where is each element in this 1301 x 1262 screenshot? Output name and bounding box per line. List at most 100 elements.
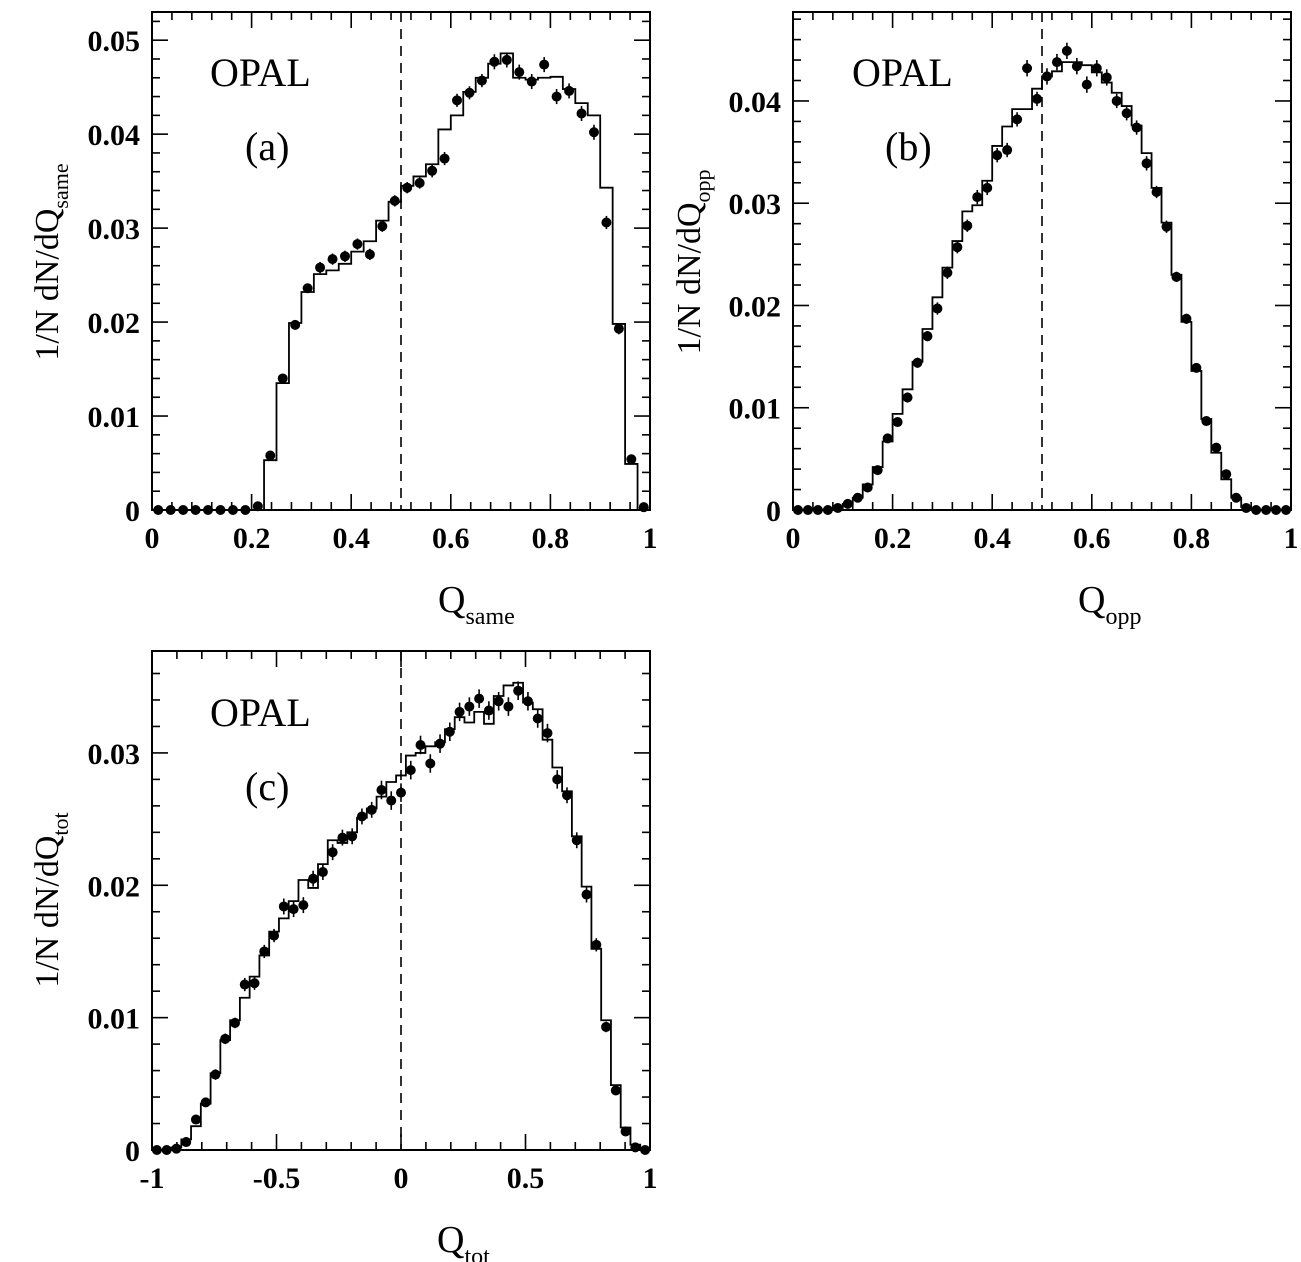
x-axis-label: Qtot <box>437 1219 490 1262</box>
data-point <box>892 417 903 428</box>
data-point <box>317 867 328 878</box>
data-point <box>588 127 599 138</box>
data-point <box>601 1021 612 1032</box>
data-point <box>562 790 572 801</box>
data-point <box>347 831 358 842</box>
data-point <box>230 1017 240 1028</box>
y-axis-label: 1/N dN/dQsame <box>29 163 73 360</box>
data-point <box>1201 416 1212 427</box>
data-point <box>1002 145 1013 156</box>
data-point <box>514 67 525 78</box>
x-tick-label: 0.6 <box>1073 522 1111 555</box>
data-point <box>1141 158 1152 169</box>
data-point <box>240 505 251 515</box>
data-point <box>452 95 463 106</box>
panel-label: (b) <box>885 124 932 169</box>
y-tick-label: 0 <box>766 495 781 528</box>
data-point <box>532 713 543 724</box>
y-axis-label-sub: opp <box>690 169 715 202</box>
data-point <box>215 505 226 515</box>
x-axis-label-main: Q <box>438 579 465 621</box>
panel-label: (a) <box>245 124 289 169</box>
data-point <box>522 696 533 707</box>
data-point <box>464 87 475 98</box>
data-point <box>377 221 388 232</box>
data-point <box>1211 442 1222 453</box>
data-point <box>190 1114 201 1125</box>
y-tick-label: 0.03 <box>88 213 141 246</box>
data-point <box>1281 505 1292 515</box>
y-tick-label: 0.01 <box>88 1003 141 1036</box>
data-point <box>942 267 953 278</box>
data-point <box>435 738 446 749</box>
data-point <box>220 1033 231 1044</box>
data-point <box>1191 362 1202 373</box>
data-point <box>1022 63 1033 74</box>
data-point <box>265 450 276 461</box>
data-point <box>576 108 587 119</box>
data-point <box>552 774 563 785</box>
x-tick-label: 0.4 <box>332 522 370 555</box>
y-axis-label: 1/N dN/dQopp <box>671 169 715 354</box>
data-point <box>427 165 438 176</box>
data-point <box>1051 57 1062 68</box>
data-point <box>1151 186 1162 197</box>
data-point <box>613 323 624 334</box>
x-tick-label: 0.8 <box>1173 522 1211 555</box>
data-point <box>972 192 983 203</box>
data-point <box>842 498 853 509</box>
data-point <box>239 979 250 990</box>
data-point <box>337 832 348 843</box>
data-point <box>1091 63 1102 74</box>
data-point <box>1032 93 1043 104</box>
data-point <box>852 492 863 503</box>
data-point <box>203 505 214 515</box>
y-axis-label-main: 1/N dN/dQ <box>29 836 66 988</box>
data-point <box>812 505 823 515</box>
data-point <box>952 242 963 253</box>
data-point <box>862 482 873 493</box>
data-point <box>1241 502 1252 513</box>
data-point <box>190 505 201 515</box>
data-point <box>882 433 893 444</box>
data-point <box>165 505 176 515</box>
data-point <box>822 505 833 515</box>
data-point <box>551 91 562 102</box>
y-axis-label-main: 1/N dN/dQ <box>671 202 708 354</box>
data-point <box>542 728 553 739</box>
data-point <box>489 56 500 67</box>
data-point <box>564 85 575 96</box>
y-axis-label: 1/N dN/dQtot <box>29 812 73 987</box>
y-tick-label: 0.01 <box>88 401 141 434</box>
data-point <box>210 1069 221 1080</box>
data-point <box>389 195 400 206</box>
y-tick-label: 0.03 <box>729 188 782 221</box>
data-point <box>352 239 363 250</box>
data-point <box>376 784 387 795</box>
data-point <box>364 249 375 260</box>
experiment-label: OPAL <box>852 50 953 95</box>
data-point <box>640 1145 651 1155</box>
data-point <box>992 150 1003 161</box>
data-point <box>476 75 487 86</box>
data-point <box>1041 71 1052 82</box>
data-point <box>1171 271 1182 282</box>
y-tick-label: 0.01 <box>729 393 782 426</box>
data-point <box>501 54 512 65</box>
data-point <box>982 182 993 193</box>
x-axis-label-sub: same <box>465 604 514 630</box>
data-point <box>932 303 943 314</box>
data-point <box>366 804 377 815</box>
data-point <box>474 693 485 704</box>
x-tick-label: 0 <box>394 1162 409 1195</box>
data-point <box>832 502 843 513</box>
data-point <box>601 217 612 228</box>
x-axis-label-sub: opp <box>1105 604 1141 630</box>
experiment-label: OPAL <box>210 690 311 735</box>
data-point <box>1261 505 1272 515</box>
x-tick-label: -1 <box>140 1162 165 1195</box>
x-tick-label: 0.6 <box>432 522 470 555</box>
data-point <box>1101 72 1112 83</box>
data-point <box>227 505 238 515</box>
data-point <box>290 319 301 330</box>
